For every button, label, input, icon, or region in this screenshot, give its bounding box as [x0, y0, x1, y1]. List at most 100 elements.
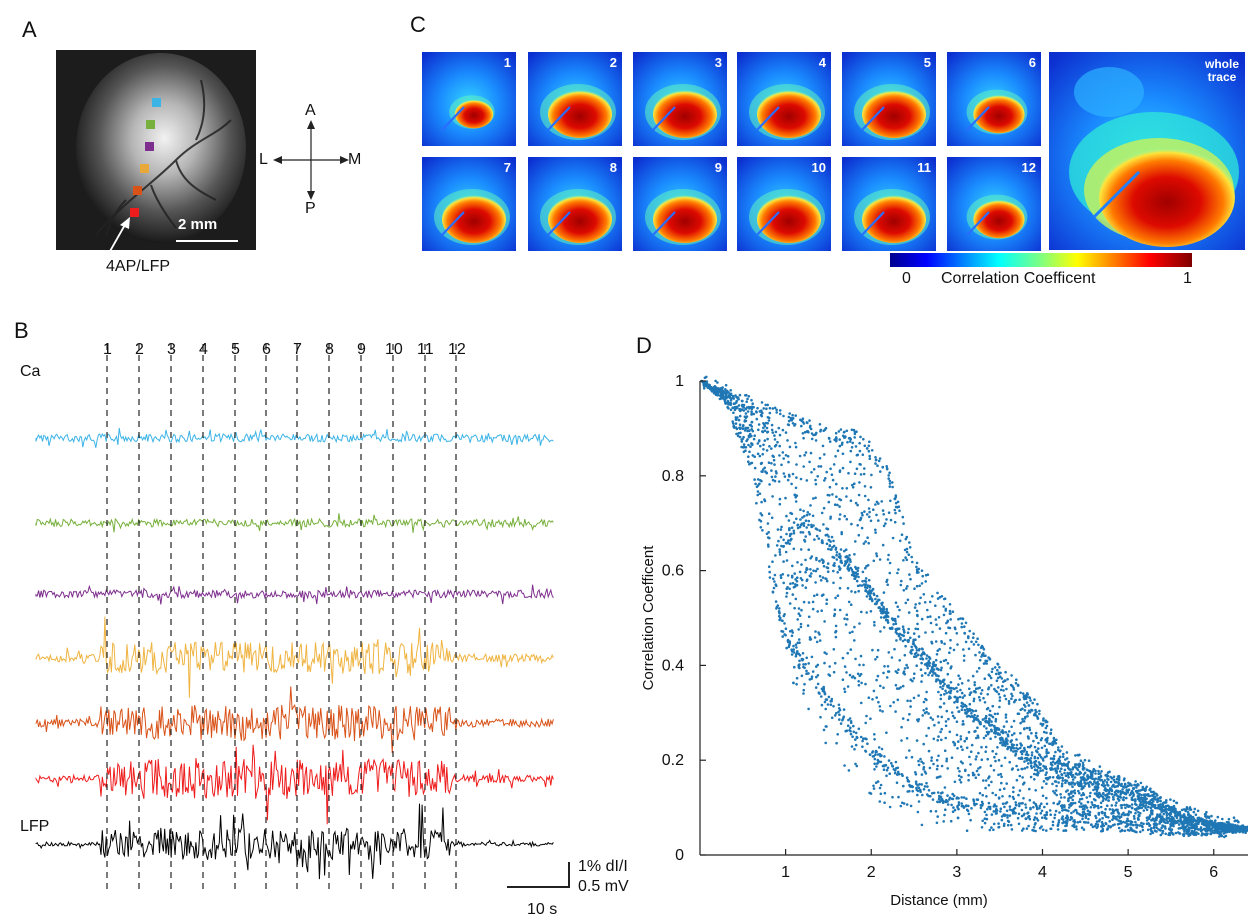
map-number-4: 4 [818, 55, 826, 70]
scatter-point-upper_band [1210, 814, 1213, 818]
scatter-point-lower_band [1011, 812, 1015, 815]
scatter-point-lower_band [897, 772, 901, 776]
scatter-point [1041, 794, 1045, 798]
scatter-point [857, 533, 861, 537]
scatter-point-mid_band_2 [1118, 795, 1122, 798]
scatter-point-lower_band [1174, 831, 1178, 835]
scatter-point [775, 411, 778, 414]
scatter-point-mid_band_1 [974, 709, 978, 713]
scatter-point [932, 762, 935, 766]
scatter-point-upper_band [996, 676, 1000, 680]
scatter-point [816, 663, 820, 667]
scatter-point [1063, 805, 1066, 808]
scatter-point-mid_band_2 [822, 564, 826, 568]
scatter-point-upper_band [1121, 788, 1124, 791]
scatter-point [759, 512, 762, 515]
scatter-point [1183, 830, 1186, 833]
scatter-point-upper_band [1014, 681, 1018, 685]
scatter-point-lower_band [1224, 828, 1228, 832]
trace-4 [35, 616, 554, 698]
scatter-point [768, 445, 771, 448]
scatter-point-mid_band_1 [1140, 793, 1143, 797]
scatter-point [822, 728, 826, 732]
scatter-point [915, 649, 919, 652]
scatter-point [942, 613, 946, 617]
scatter-point-lower_band [865, 737, 868, 741]
scatter-point-mid_band_1 [1079, 771, 1083, 775]
scatter-point-lower_band [1152, 822, 1156, 826]
scatter-point-upper_band [1214, 819, 1217, 822]
scatter-point-mid_band_2 [1088, 785, 1091, 788]
scatter-point [1098, 818, 1102, 821]
scatter-point [766, 422, 769, 425]
scatter-point [944, 720, 948, 723]
scatter-point-upper_band [877, 459, 881, 463]
scatter-point [794, 486, 798, 490]
scatter-point [858, 622, 861, 625]
scatter-point-lower_band [1101, 811, 1104, 815]
scatter-point-lower_band [811, 670, 815, 673]
scatter-point-lower_band [951, 797, 955, 801]
scatter-point [729, 403, 732, 407]
scatter-point [893, 508, 897, 512]
scatter-point [931, 630, 934, 634]
scatter-point-mid_band_2 [838, 567, 841, 571]
scatter-point [1110, 804, 1114, 807]
scatter-point [994, 717, 998, 721]
scatter-point [944, 658, 948, 662]
scatter-point-upper_band [714, 379, 717, 383]
scatter-point-upper_band [1064, 758, 1067, 761]
scatter-point [1033, 778, 1036, 781]
scatter-point [1014, 801, 1017, 804]
scatter-point [886, 670, 890, 673]
scatter-point [940, 727, 943, 731]
scatter-point [1073, 801, 1077, 805]
scatter-point [782, 614, 786, 618]
scatter-point [808, 638, 812, 641]
scatter-point [959, 737, 963, 741]
scatter-point-lower_band [852, 730, 856, 734]
scatter-point [985, 817, 989, 821]
scatter-point [873, 762, 876, 766]
scatter-point [1161, 831, 1164, 835]
scatter-point [824, 707, 827, 711]
scatter-point [943, 693, 946, 696]
scatter-point [838, 513, 842, 516]
scatter-point-upper_band [853, 432, 857, 436]
scatter-point [778, 454, 781, 457]
scatter-point-mid_band_2 [1096, 786, 1100, 789]
scatter-point [990, 826, 993, 829]
scatter-point-mid_band_2 [1153, 804, 1157, 807]
scatter-point [748, 450, 751, 454]
scatter-point [825, 470, 828, 474]
scatter-point-upper_band [968, 629, 971, 633]
scatter-point-lower_band [980, 800, 984, 804]
scatter-point-lower_band [1155, 818, 1158, 822]
scatter-point-lower_band [1026, 812, 1029, 815]
scatter-point [788, 445, 792, 449]
scatter-point [791, 472, 795, 476]
scatter-point-mid_band_2 [912, 640, 915, 643]
scatter-point [901, 717, 905, 720]
scatter-point-upper_band [1232, 816, 1236, 819]
scatter-point-lower_band [1202, 823, 1206, 826]
scatter-point [795, 682, 798, 686]
scatter-point-lower_band [797, 664, 800, 667]
scatter-point [1197, 816, 1201, 820]
scatter-point [850, 522, 853, 526]
scatter-point [975, 769, 979, 773]
scatter-point [831, 478, 835, 482]
scatter-point [925, 781, 928, 785]
scatter-point-upper_band [996, 663, 1000, 666]
scatter-point [917, 694, 920, 697]
scatter-point-mid_band_2 [785, 591, 789, 595]
scatter-point-mid_band_2 [883, 615, 887, 618]
scatter-point [802, 509, 805, 513]
scatter-point-mid_band_2 [1056, 767, 1060, 770]
scatter-point-upper_band [1117, 776, 1121, 779]
scatter-point [765, 426, 769, 430]
scatter-point [1154, 798, 1158, 801]
scatter-point [807, 615, 811, 619]
scatter-point-lower_band [965, 804, 968, 807]
scatter-point [900, 739, 903, 742]
